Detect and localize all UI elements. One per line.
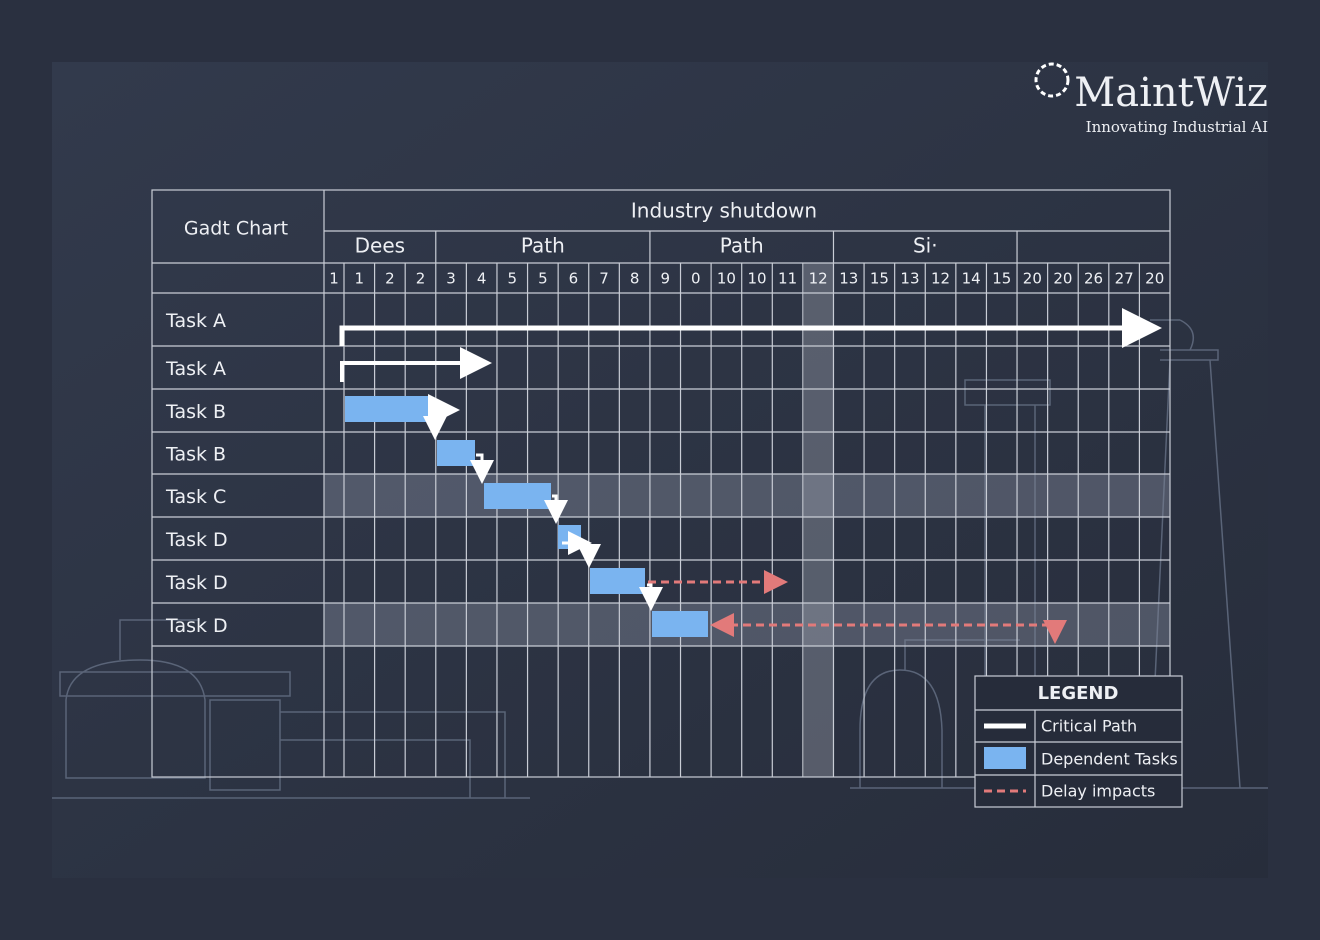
legend-item: Dependent Tasks: [1041, 750, 1178, 769]
row-label: Task C: [165, 486, 226, 508]
row-label: Task B: [165, 444, 226, 466]
column-label: 10: [747, 270, 766, 288]
group-label: Dees: [355, 234, 405, 258]
row-label: Task D: [165, 615, 228, 637]
link-arrow: [544, 494, 568, 524]
group-label: Path: [720, 234, 764, 258]
critical-arrow: [339, 308, 1162, 348]
row-label: Task A: [165, 358, 226, 380]
column-label: 27: [1115, 270, 1134, 288]
column-label: 1: [355, 270, 365, 288]
column-label: 4: [477, 270, 487, 288]
link-arrow: [470, 453, 494, 484]
column-label: 9: [660, 270, 670, 288]
column-label: 10: [717, 270, 736, 288]
legend: LEGEND Critical Path Dependent Tasks Del…: [974, 675, 1183, 808]
column-label: 14: [962, 270, 981, 288]
row-label: Task A: [165, 310, 226, 332]
task-bar: [558, 525, 581, 549]
legend-item: Delay impacts: [1041, 782, 1155, 801]
column-label: 15: [992, 270, 1011, 288]
column-label: 26: [1084, 270, 1103, 288]
column-label: 2: [385, 270, 395, 288]
column-label: 8: [630, 270, 640, 288]
plant-illustration: [52, 319, 1268, 799]
column-label: 20: [1023, 270, 1042, 288]
column-label: 20: [1053, 270, 1072, 288]
column-label: 3: [446, 270, 456, 288]
column-label: 5: [538, 270, 548, 288]
task-bar: [590, 568, 645, 594]
column-label: 11: [778, 270, 797, 288]
group-label: Path: [521, 234, 565, 258]
link-arrow: [639, 583, 663, 611]
column-label: 13: [900, 270, 919, 288]
column-label: 1: [329, 270, 339, 288]
legend-title: LEGEND: [1038, 683, 1119, 704]
legend-swatch: [984, 747, 1026, 769]
tagline: Innovating Industrial AI: [1086, 118, 1268, 136]
group-label: Si·: [913, 234, 938, 258]
table-title: Industry shutdown: [631, 199, 817, 223]
column-label: 5: [507, 270, 517, 288]
row-highlight: [324, 474, 1170, 517]
row-label: Task B: [165, 401, 226, 423]
task-bar: [484, 483, 551, 509]
legend-grid: [975, 709, 1182, 807]
column-label: 2: [416, 270, 426, 288]
column-label: 6: [569, 270, 579, 288]
legend-item: Critical Path: [1041, 717, 1137, 736]
column-highlight: [804, 263, 834, 777]
logo-gear: [1034, 62, 1070, 98]
brand: MaintWiz: [1074, 70, 1268, 116]
critical-path: [339, 308, 1162, 611]
column-label: 15: [870, 270, 889, 288]
table-frame: [151, 189, 1171, 778]
link-arrow: [577, 543, 601, 568]
column-label: 7: [599, 270, 609, 288]
task-bar: [652, 611, 708, 637]
column-label: 0: [691, 270, 701, 288]
critical-arrow: [340, 347, 492, 382]
row-label: Task D: [165, 572, 228, 594]
task-bar: [345, 396, 430, 422]
delay-impacts: [648, 570, 1067, 644]
row-label: Task D: [165, 529, 228, 551]
column-label: 20: [1145, 270, 1164, 288]
column-label: 12: [809, 270, 828, 288]
corner-label: Gadt Chart: [184, 218, 288, 240]
task-bar: [437, 440, 475, 466]
logo: MaintWiz Innovating Industrial AI: [1034, 62, 1268, 136]
column-label: 12: [931, 270, 950, 288]
column-label: 13: [839, 270, 858, 288]
